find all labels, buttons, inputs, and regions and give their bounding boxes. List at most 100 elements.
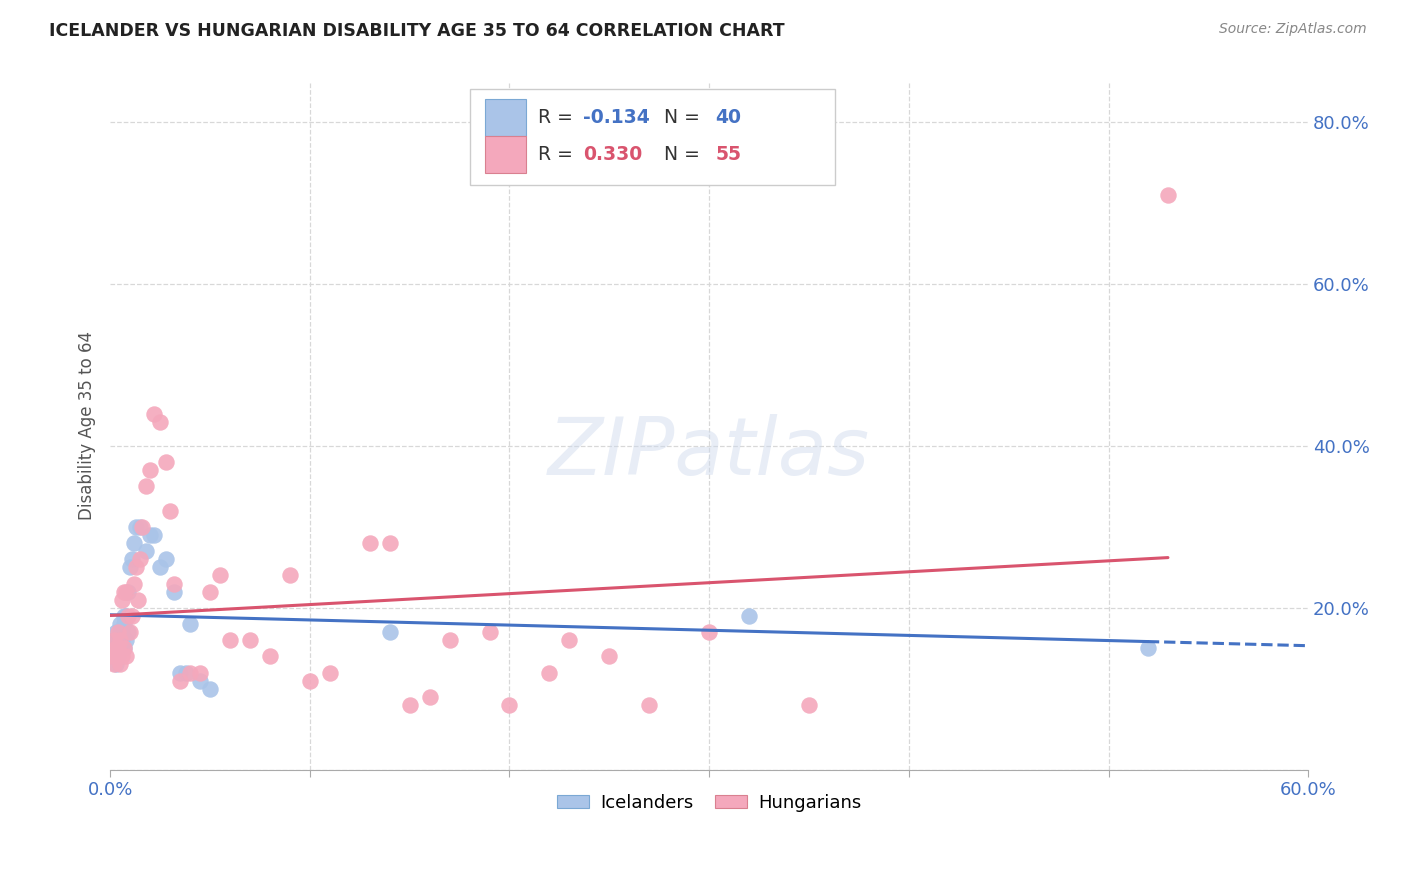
Point: [101, 649, 124, 664]
Point: [219, 633, 242, 648]
Point: [638, 698, 661, 712]
Point: [159, 504, 181, 518]
Point: [115, 609, 138, 624]
Point: [163, 576, 186, 591]
Text: N =: N =: [651, 145, 706, 163]
Point: [107, 625, 129, 640]
Point: [135, 479, 157, 493]
Point: [143, 407, 166, 421]
Text: ICELANDER VS HUNGARIAN DISABILITY AGE 35 TO 64 CORRELATION CHART: ICELANDER VS HUNGARIAN DISABILITY AGE 35…: [49, 22, 785, 40]
Point: [122, 576, 145, 591]
Point: [135, 544, 157, 558]
Text: Source: ZipAtlas.com: Source: ZipAtlas.com: [1219, 22, 1367, 37]
Point: [107, 633, 129, 648]
Point: [101, 649, 124, 664]
Point: [179, 665, 201, 680]
Point: [121, 609, 143, 624]
Text: -0.134: -0.134: [583, 108, 650, 128]
Point: [298, 673, 321, 688]
Point: [419, 690, 441, 704]
Point: [105, 625, 128, 640]
Point: [112, 641, 135, 656]
Point: [131, 520, 153, 534]
Point: [1137, 641, 1160, 656]
Point: [111, 649, 134, 664]
Point: [115, 584, 138, 599]
Point: [439, 633, 461, 648]
Point: [738, 609, 761, 624]
Point: [378, 536, 401, 550]
Point: [188, 673, 211, 688]
Y-axis label: Disability Age 35 to 64: Disability Age 35 to 64: [79, 331, 96, 520]
Point: [378, 625, 401, 640]
Text: R =: R =: [538, 108, 579, 128]
Point: [103, 657, 125, 672]
Point: [129, 520, 152, 534]
Point: [598, 649, 620, 664]
Point: [115, 633, 138, 648]
Point: [139, 528, 162, 542]
Point: [174, 665, 197, 680]
Text: R =: R =: [538, 145, 579, 163]
Text: 0.330: 0.330: [583, 145, 643, 163]
Text: N =: N =: [651, 108, 706, 128]
Point: [111, 592, 134, 607]
Point: [538, 665, 561, 680]
Point: [115, 649, 138, 664]
Point: [697, 625, 720, 640]
Point: [155, 552, 177, 566]
FancyBboxPatch shape: [485, 136, 526, 173]
Text: 40: 40: [716, 108, 741, 128]
Point: [359, 536, 381, 550]
Point: [111, 625, 134, 640]
Point: [125, 520, 148, 534]
Point: [107, 649, 129, 664]
Point: [120, 625, 142, 640]
Point: [129, 552, 152, 566]
Point: [239, 633, 262, 648]
Point: [107, 641, 129, 656]
Text: 55: 55: [716, 145, 741, 163]
Point: [108, 625, 131, 640]
Point: [198, 681, 221, 696]
Point: [259, 649, 281, 664]
Point: [149, 415, 172, 429]
Point: [111, 633, 134, 648]
Point: [208, 568, 231, 582]
Legend: Icelanders, Hungarians: Icelanders, Hungarians: [550, 787, 869, 819]
Point: [122, 536, 145, 550]
Point: [198, 584, 221, 599]
Point: [117, 625, 139, 640]
Point: [125, 560, 148, 574]
Point: [105, 641, 128, 656]
Point: [139, 463, 162, 477]
FancyBboxPatch shape: [485, 99, 526, 136]
Text: ZIPatlas: ZIPatlas: [548, 414, 870, 492]
Point: [103, 641, 125, 656]
Point: [558, 633, 581, 648]
Point: [127, 592, 149, 607]
Point: [169, 665, 191, 680]
Point: [112, 617, 135, 632]
Point: [120, 560, 142, 574]
Point: [117, 609, 139, 624]
Point: [278, 568, 301, 582]
FancyBboxPatch shape: [470, 89, 835, 185]
Point: [105, 657, 128, 672]
Point: [105, 633, 128, 648]
Point: [498, 698, 520, 712]
Point: [108, 633, 131, 648]
Point: [478, 625, 501, 640]
Point: [319, 665, 342, 680]
Point: [179, 617, 201, 632]
Point: [103, 633, 125, 648]
Point: [108, 657, 131, 672]
Point: [112, 584, 135, 599]
Point: [117, 584, 139, 599]
Point: [169, 673, 191, 688]
Point: [103, 633, 125, 648]
Point: [1157, 188, 1180, 202]
Point: [105, 649, 128, 664]
Point: [188, 665, 211, 680]
Point: [797, 698, 820, 712]
